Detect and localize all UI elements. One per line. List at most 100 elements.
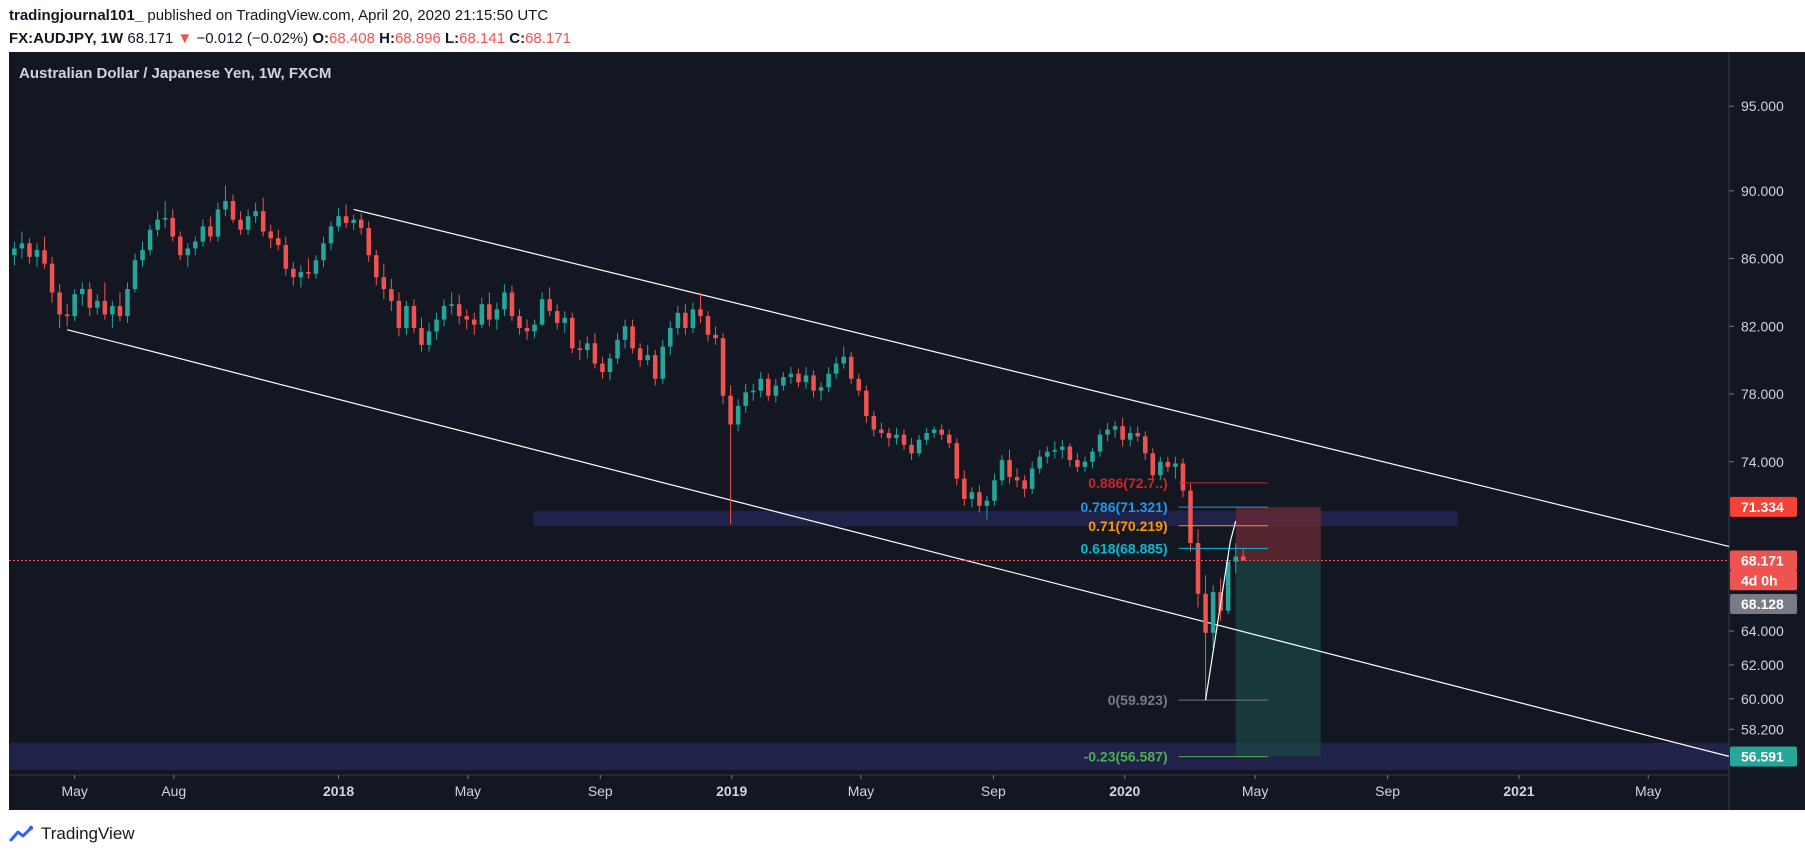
candle-body xyxy=(87,289,93,308)
candle-0 xyxy=(12,241,17,266)
fib-level-label-5: -0.23(56.587) xyxy=(1084,749,1168,765)
publish-header: tradingjournal101_ published on TradingV… xyxy=(9,7,548,24)
candle-body xyxy=(275,238,281,246)
candle-body xyxy=(856,378,862,391)
candle-100 xyxy=(766,373,771,401)
candle-body xyxy=(132,260,138,290)
candle-body xyxy=(27,243,32,257)
y-tick-label-4: 78.000 xyxy=(1741,386,1784,402)
candle-142 xyxy=(1082,456,1088,472)
candle-body xyxy=(524,327,530,332)
candle-body xyxy=(622,326,628,340)
price-label-1: 68.171 xyxy=(1741,552,1784,568)
candle-27 xyxy=(215,202,221,242)
author-name[interactable]: tradingjournal101_ xyxy=(9,7,144,24)
candle-body xyxy=(34,250,40,257)
candle-body xyxy=(1097,434,1103,452)
candle-163 xyxy=(1241,548,1246,561)
candle-73 xyxy=(562,311,568,334)
candle-7 xyxy=(64,304,70,327)
swing-trend-line xyxy=(1204,520,1237,701)
candle-144 xyxy=(1097,429,1103,457)
candle-61 xyxy=(472,312,477,335)
candle-93 xyxy=(713,326,718,345)
candle-126 xyxy=(962,470,967,506)
candle-body xyxy=(894,434,899,439)
candle-45 xyxy=(351,214,356,230)
candle-body xyxy=(1014,476,1020,481)
candle-50 xyxy=(389,278,394,312)
candle-body xyxy=(1241,556,1246,561)
candle-body xyxy=(313,260,319,274)
candle-body xyxy=(969,492,975,500)
candle-43 xyxy=(336,207,341,232)
candle-body xyxy=(1037,456,1042,469)
price-label-bg-0 xyxy=(1730,496,1797,517)
candle-121 xyxy=(924,427,929,445)
candle-30 xyxy=(238,211,243,235)
y-tick-label-1: 90.000 xyxy=(1741,183,1784,199)
candle-76 xyxy=(585,336,590,359)
fib-level-label-1: 0.786(71.321) xyxy=(1080,499,1167,515)
x-tick-label-4: Sep xyxy=(588,783,613,799)
candle-body xyxy=(728,395,733,425)
candle-body xyxy=(125,289,130,317)
candle-133 xyxy=(1014,468,1020,488)
y-tick-label-8: 60.000 xyxy=(1741,691,1784,707)
candle-101 xyxy=(773,378,779,403)
candle-137 xyxy=(1044,446,1050,464)
x-tick-label-1: Aug xyxy=(161,783,186,799)
candle-body xyxy=(472,319,477,325)
candle-66 xyxy=(509,285,515,322)
candle-6 xyxy=(57,283,62,328)
candle-body xyxy=(652,355,658,379)
candle-131 xyxy=(999,454,1005,486)
candle-body xyxy=(502,292,507,310)
candle-body xyxy=(705,316,711,335)
candle-body xyxy=(336,216,341,227)
candle-51 xyxy=(396,292,402,337)
candle-52 xyxy=(404,300,409,335)
price-axis-background xyxy=(1729,52,1805,810)
y-tick-label-3: 82.000 xyxy=(1741,318,1784,334)
candle-body xyxy=(479,304,485,325)
candle-body xyxy=(200,226,206,242)
tradingview-logo-icon xyxy=(9,825,34,842)
candle-body xyxy=(328,226,334,244)
candle-81 xyxy=(622,319,628,349)
candle-body xyxy=(1195,543,1201,594)
candle-64 xyxy=(494,302,500,330)
candle-body xyxy=(766,378,771,396)
candle-82 xyxy=(630,319,635,354)
candle-body xyxy=(615,339,620,359)
candle-body xyxy=(977,492,982,506)
candle-body xyxy=(1082,461,1088,467)
candle-149 xyxy=(1135,426,1140,442)
candle-80 xyxy=(615,333,620,364)
candle-body xyxy=(321,243,326,261)
candle-body xyxy=(1210,592,1216,633)
candle-71 xyxy=(547,287,552,317)
candle-body xyxy=(803,375,809,383)
candle-98 xyxy=(750,383,756,401)
candle-body xyxy=(1112,426,1118,430)
candle-95 xyxy=(728,385,733,525)
candle-body xyxy=(215,209,221,237)
candle-88 xyxy=(675,305,681,335)
candle-87 xyxy=(668,321,673,356)
tradingview-footer[interactable]: TradingView xyxy=(9,820,135,848)
price-chart[interactable]: 0.886(72.7..) 0.786(71.321) 0.71(70.219) 0.… xyxy=(0,52,1805,812)
candle-body xyxy=(879,429,884,433)
candle-body xyxy=(1203,593,1208,633)
candle-body xyxy=(306,272,311,274)
candle-body xyxy=(464,316,469,320)
candle-body xyxy=(826,373,831,388)
candle-body xyxy=(532,324,537,332)
candle-body xyxy=(509,292,515,317)
candle-body xyxy=(298,272,304,278)
candle-139 xyxy=(1060,439,1065,459)
candle-body xyxy=(1158,461,1163,476)
candle-body xyxy=(291,268,296,278)
open-label: O: xyxy=(312,30,330,47)
last-price: 68.171 xyxy=(127,30,174,47)
